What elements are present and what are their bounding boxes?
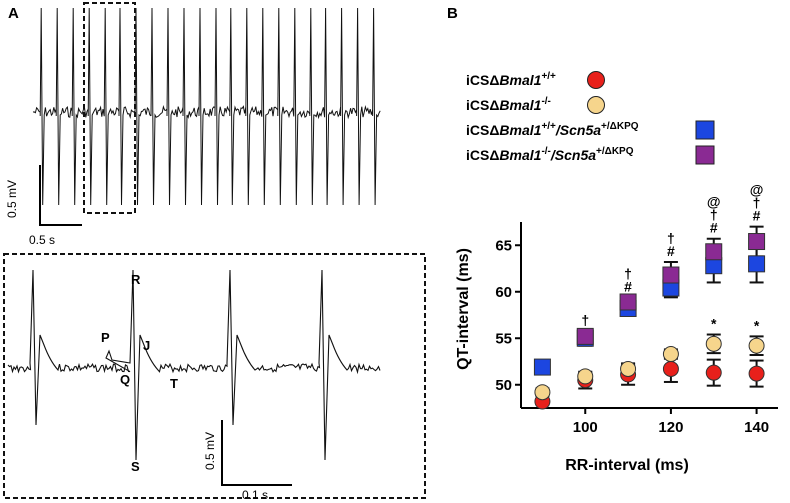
x-tick-label: 100: [573, 419, 598, 436]
data-point-s0: [662, 360, 679, 377]
legend: iCSΔBmal1+/+ iCSΔBmal1-/- iCSΔBmal1+/+/Scn…: [466, 71, 715, 165]
significance-annotations: ††#†#@†#@†#* *: [581, 182, 763, 334]
data-point-s1: [577, 368, 594, 385]
legend-label-ko: iCSΔBmal1-/-: [466, 96, 551, 113]
x-tick-label: 120: [658, 419, 683, 436]
y-tick-label: 50: [495, 377, 512, 394]
legend-marker-wt: [587, 71, 605, 89]
top-scale-bar: 0.5 mV 0.5 s: [5, 165, 82, 247]
legend-label-wt_kpq: iCSΔBmal1+/+/Scn5a+/ΔKPQ: [466, 121, 639, 138]
legend-marker-wt_kpq: [695, 120, 715, 140]
legend-label-ko_kpq: iCSΔBmal1-/-/Scn5a+/ΔKPQ: [466, 146, 634, 163]
x-axis-title: RR-interval (ms): [565, 457, 689, 474]
error-bars: [535, 225, 764, 406]
top-time-scale-label: 0.5 s: [29, 233, 55, 247]
ecg-long-path: [32, 7, 381, 206]
zoom-inset-box: [3, 253, 426, 499]
zoom-time-scale-label: 0.1 s: [242, 488, 268, 502]
data-point-s2: [748, 255, 766, 273]
legend-marker-ko_kpq: [695, 145, 715, 165]
data-point-s3: [662, 266, 680, 284]
legend-marker-ko: [587, 96, 605, 114]
data-point-s2: [533, 358, 551, 376]
top-voltage-scale-label: 0.5 mV: [5, 180, 19, 218]
data-point-s3: [576, 327, 594, 345]
significance-mark: #: [624, 278, 632, 294]
panel-b-letter: B: [447, 5, 458, 22]
panel-a-letter: A: [8, 5, 19, 22]
data-point-s0: [748, 365, 765, 382]
y-tick-label: 65: [495, 237, 512, 254]
significance-mark: †: [710, 207, 718, 223]
wave-label-p: P: [101, 330, 110, 345]
ecg-trace-zoom: [7, 269, 381, 461]
wave-label-q: Q: [120, 372, 130, 387]
data-point-s0: [705, 364, 722, 381]
y-axis-title: QT-interval (ms): [455, 248, 472, 370]
significance-mark: †: [667, 230, 675, 246]
significance-mark: #: [710, 220, 718, 236]
data-point-s1: [534, 384, 551, 401]
data-point-s1: [748, 337, 765, 354]
y-tick-label: 60: [495, 284, 512, 301]
significance-mark: *: [711, 316, 717, 332]
significance-mark: *: [754, 317, 760, 333]
data-point-s1: [620, 360, 637, 377]
legend-label-wt: iCSΔBmal1+/+: [466, 71, 556, 88]
wave-label-s: S: [131, 459, 140, 474]
data-point-s3: [748, 233, 766, 251]
zoom-scale-bar: 0.5 mV 0.1 s: [203, 420, 292, 502]
x-tick-label: 140: [744, 419, 769, 436]
data-point-s3: [619, 293, 637, 311]
wave-label-r: R: [131, 272, 141, 287]
zoom-voltage-scale-label: 0.5 mV: [203, 432, 217, 470]
significance-mark: @: [707, 194, 721, 210]
data-point-s1: [705, 335, 722, 352]
significance-mark: †: [624, 265, 632, 281]
wave-label-t: T: [170, 376, 178, 391]
significance-mark: †: [753, 195, 761, 211]
data-point-s3: [705, 243, 723, 261]
significance-mark: #: [753, 208, 761, 224]
data-points: [533, 233, 766, 410]
y-tick-label: 55: [495, 330, 512, 347]
significance-mark: #: [667, 243, 675, 259]
data-point-s1: [662, 346, 679, 363]
zoom-selection-box: [83, 2, 136, 214]
significance-mark: †: [581, 312, 589, 328]
significance-mark: @: [750, 182, 764, 198]
wave-label-j: J: [143, 338, 150, 353]
ecg-zoom-path: [7, 269, 381, 461]
ecg-trace-long: [32, 7, 381, 206]
chart-axes: 50 55 60 65 100 120 140: [495, 222, 778, 436]
